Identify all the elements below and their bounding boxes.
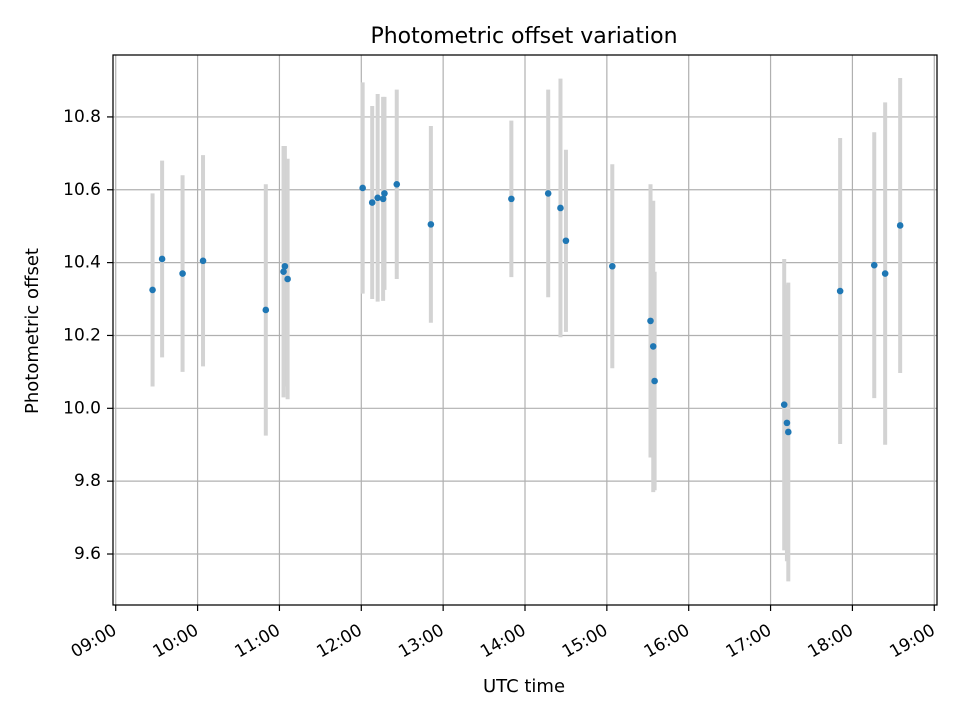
data-point <box>784 428 792 436</box>
data-point <box>544 190 552 197</box>
y-axis-ticks: 9.6 9.8 10.0 10.2 10.4 10.6 10.8 <box>63 107 113 564</box>
data-point <box>179 270 186 277</box>
data-point <box>881 270 889 277</box>
grid <box>113 55 937 605</box>
data-point <box>158 255 166 263</box>
x-tick-label: 18:00 <box>804 620 856 662</box>
y-tick-label: 10.8 <box>63 107 101 127</box>
data-point <box>199 257 207 265</box>
y-axis-label: Photometric offset <box>22 248 43 414</box>
data-point <box>783 419 791 427</box>
x-axis-ticks: 09:00 10:00 11:00 12:00 13:00 14:00 15:00 16:00… <box>68 605 939 662</box>
data-point <box>651 377 658 385</box>
y-tick-label: 10.4 <box>63 253 101 273</box>
data-point <box>427 221 435 228</box>
x-tick-label: 19:00 <box>886 620 938 662</box>
data-point <box>368 199 376 206</box>
x-tick-label: 13:00 <box>395 620 447 662</box>
x-tick-label: 09:00 <box>68 620 120 662</box>
y-tick-label: 10.2 <box>63 325 101 345</box>
y-tick-label: 9.8 <box>74 471 101 491</box>
data-point <box>836 287 844 295</box>
data-points <box>149 181 904 436</box>
data-point <box>896 222 904 229</box>
x-tick-label: 14:00 <box>477 620 529 662</box>
x-tick-label: 15:00 <box>559 620 611 662</box>
data-point <box>381 190 388 197</box>
data-point <box>649 343 657 350</box>
data-point <box>609 262 616 270</box>
data-point <box>359 184 366 192</box>
data-point <box>557 204 564 212</box>
x-tick-label: 16:00 <box>641 620 693 662</box>
data-point <box>647 317 654 325</box>
data-point <box>562 237 570 245</box>
data-point <box>780 401 788 408</box>
data-point <box>149 286 156 294</box>
data-point <box>870 261 878 269</box>
error-bars <box>150 77 903 582</box>
data-point <box>379 195 387 203</box>
x-tick-label: 11:00 <box>232 620 284 662</box>
x-axis-label: UTC time <box>483 676 565 697</box>
chart-title: Photometric offset variation <box>370 24 677 49</box>
y-tick-label: 10.6 <box>63 180 101 200</box>
data-point <box>374 194 381 202</box>
data-point <box>280 268 287 276</box>
data-point <box>393 181 401 188</box>
x-tick-label: 10:00 <box>150 620 202 662</box>
y-tick-label: 10.0 <box>63 398 101 418</box>
data-point <box>262 306 270 314</box>
data-point <box>284 275 291 283</box>
x-tick-label: 17:00 <box>723 620 775 662</box>
data-point <box>281 262 289 270</box>
x-tick-label: 12:00 <box>313 620 365 662</box>
data-point <box>508 195 515 203</box>
y-tick-label: 9.6 <box>74 544 101 564</box>
